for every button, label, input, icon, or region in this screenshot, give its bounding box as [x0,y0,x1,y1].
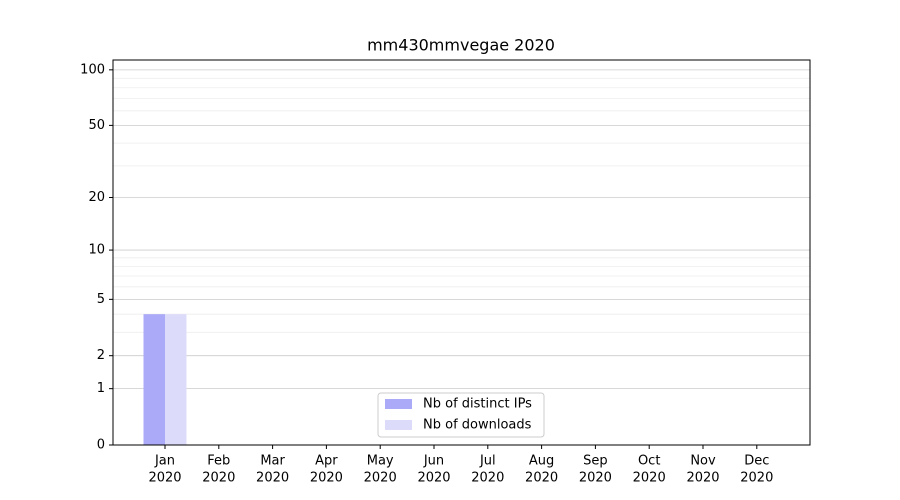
x-tick-label: 2020 [525,471,558,486]
x-tick-label: Feb [207,454,230,469]
x-tick-label: 2020 [471,471,504,486]
y-tick-label: 100 [80,62,105,77]
x-tick-label: 2020 [148,471,181,486]
x-tick-label: Mar [260,454,285,469]
x-tick-label: Dec [744,454,769,469]
x-tick-label: Jun [423,454,444,469]
x-tick-label: Nov [690,454,716,469]
x-tick-label: 2020 [686,471,719,486]
y-tick-label: 50 [88,118,105,133]
x-tick-label: 2020 [310,471,343,486]
x-tick-label: 2020 [740,471,773,486]
y-tick-label: 20 [88,190,105,205]
bar [165,314,187,445]
y-tick-label: 5 [97,292,105,307]
x-tick-label: 2020 [364,471,397,486]
x-tick-label: 2020 [256,471,289,486]
legend-label: Nb of distinct IPs [423,397,532,412]
x-tick-label: May [367,454,394,469]
legend-box [377,392,545,438]
y-tick-label: 1 [97,381,105,396]
y-tick-label: 2 [97,348,105,363]
legend-swatch [385,420,412,430]
y-tick-label: 10 [88,243,105,258]
legend-label: Nb of downloads [423,418,532,433]
x-tick-label: Jan [154,454,175,469]
x-tick-label: 2020 [417,471,450,486]
bar [143,314,165,445]
y-tick-label: 0 [97,438,105,453]
x-tick-label: Sep [583,454,608,469]
x-tick-label: 2020 [202,471,235,486]
x-tick-label: Aug [529,454,554,469]
plot-frame [112,59,811,446]
x-tick-label: Oct [638,454,660,469]
chart-title: mm430mmvegae 2020 [367,36,555,55]
x-tick-label: 2020 [633,471,666,486]
x-tick-label: Jul [479,454,496,469]
legend-swatch [385,399,412,409]
x-tick-label: Apr [315,454,338,469]
x-tick-label: 2020 [579,471,612,486]
